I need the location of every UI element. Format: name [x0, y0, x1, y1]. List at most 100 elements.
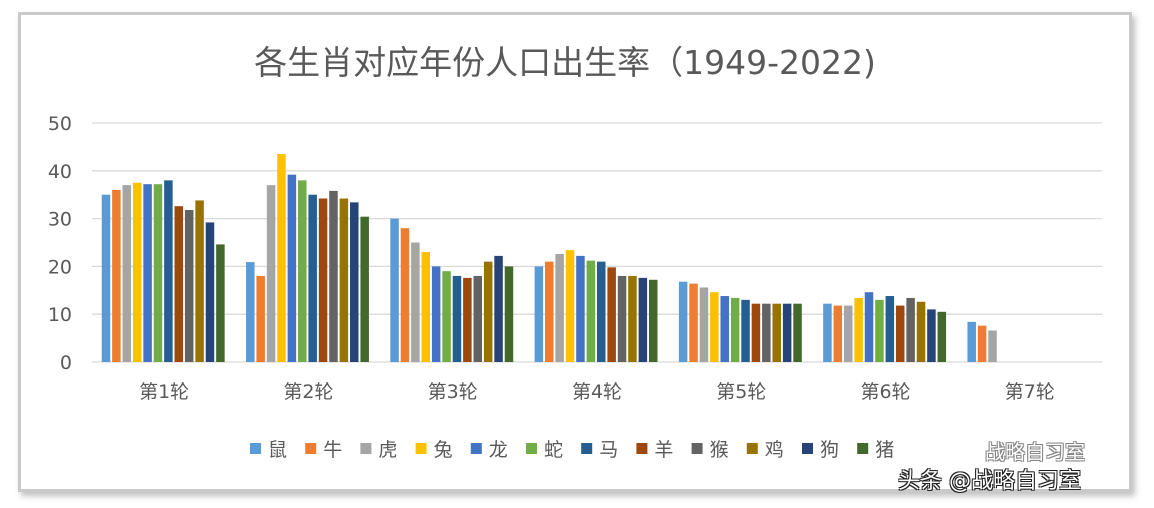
bar-蛇: [875, 299, 884, 362]
bar-马: [741, 299, 750, 362]
legend-label: 马: [599, 439, 618, 461]
bar-猪: [937, 311, 947, 362]
bar-鸡: [483, 261, 493, 362]
x-tick-label: 第5轮: [716, 381, 766, 403]
y-tick-label: 40: [48, 161, 72, 183]
bar-猴: [906, 297, 915, 362]
bar-鼠: [823, 303, 832, 362]
bar-狗: [782, 303, 792, 362]
bar-兔: [277, 154, 286, 362]
bar-羊: [318, 198, 328, 362]
bar-兔: [710, 292, 719, 362]
bar-马: [164, 180, 173, 362]
y-tick-label: 0: [60, 352, 72, 374]
bar-鸡: [628, 275, 637, 362]
bar-猪: [360, 216, 369, 362]
bar-龙: [576, 255, 585, 362]
bar-龙: [287, 174, 297, 362]
bar-虎: [843, 305, 853, 362]
legend-label: 蛇: [544, 439, 563, 461]
bar-猪: [216, 244, 225, 362]
bar-鼠: [390, 218, 399, 362]
bar-羊: [174, 206, 184, 362]
bar-狗: [350, 202, 359, 362]
y-tick-label: 20: [48, 256, 72, 278]
bar-虎: [988, 330, 997, 362]
bar-兔: [565, 250, 575, 362]
legend-swatch: [360, 443, 372, 454]
legend-label: 猪: [875, 439, 894, 461]
x-tick-label: 第2轮: [283, 381, 333, 403]
bar-猴: [617, 275, 627, 362]
y-tick-label: 30: [48, 209, 72, 231]
legend-label: 虎: [378, 439, 397, 461]
bar-兔: [421, 252, 431, 362]
x-tick-label: 第7轮: [1005, 381, 1055, 403]
bar-龙: [431, 266, 441, 362]
bar-兔: [132, 182, 142, 362]
bar-马: [885, 296, 895, 362]
bar-蛇: [442, 271, 451, 362]
legend-label: 牛: [323, 439, 342, 461]
bar-鼠: [534, 266, 544, 362]
bar-马: [452, 275, 462, 362]
legend-swatch: [250, 443, 261, 454]
legend-swatch: [581, 443, 593, 454]
legend-swatch: [802, 443, 813, 454]
legend-swatch: [857, 443, 869, 454]
bar-牛: [400, 228, 410, 362]
bar-猪: [649, 279, 658, 362]
bar-牛: [689, 283, 698, 362]
legend-label: 兔: [434, 439, 453, 461]
bar-马: [308, 194, 317, 362]
legend-swatch: [305, 443, 317, 454]
x-tick-label: 第4轮: [572, 381, 622, 403]
bar-羊: [607, 267, 616, 362]
bar-虎: [555, 253, 564, 362]
bar-牛: [256, 275, 265, 362]
legend-label: 鼠: [268, 439, 287, 461]
bar-龙: [143, 184, 152, 362]
y-tick-label: 10: [48, 304, 72, 326]
bar-羊: [895, 305, 905, 362]
bar-鸡: [339, 198, 349, 362]
bar-猪: [793, 303, 802, 362]
bar-鼠: [246, 262, 255, 362]
x-tick-label: 第1轮: [139, 381, 189, 403]
bar-牛: [112, 189, 121, 362]
bar-鸡: [195, 200, 204, 362]
bar-狗: [638, 277, 648, 362]
legend-swatch: [746, 443, 758, 454]
legend-swatch: [691, 443, 703, 454]
bar-鼠: [967, 321, 976, 362]
bar-鸡: [916, 301, 926, 362]
y-tick-label: 50: [48, 113, 72, 135]
legend-label: 狗: [820, 439, 839, 461]
bar-蛇: [586, 260, 596, 362]
bar-龙: [720, 296, 729, 362]
bar-马: [597, 261, 606, 362]
bar-羊: [751, 303, 761, 362]
bar-蛇: [730, 297, 740, 362]
bar-鼠: [678, 281, 688, 362]
watermark-inner: 战略自习室: [985, 440, 1085, 464]
bar-虎: [699, 287, 709, 362]
bar-羊: [463, 277, 472, 362]
bar-猪: [504, 266, 514, 362]
bar-猴: [329, 190, 338, 362]
bar-牛: [833, 305, 843, 362]
x-tick-label: 第3轮: [428, 381, 478, 403]
bar-狗: [205, 222, 215, 362]
legend-label: 鸡: [765, 439, 784, 461]
bar-狗: [927, 309, 936, 362]
legend-swatch: [526, 443, 537, 454]
legend-label: 羊: [654, 439, 673, 461]
bar-虎: [266, 185, 276, 362]
bar-猴: [762, 303, 771, 362]
x-tick-label: 第6轮: [861, 381, 911, 403]
legend-swatch: [470, 443, 482, 454]
bar-猴: [473, 275, 483, 362]
watermark-outer: 头条 @战略自习室: [898, 469, 1081, 494]
bar-蛇: [298, 180, 307, 362]
